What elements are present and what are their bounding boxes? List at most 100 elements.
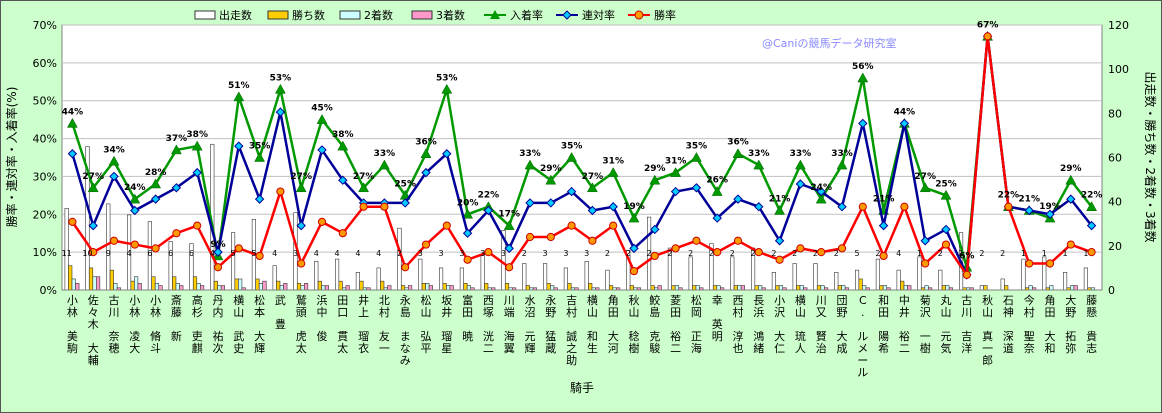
place-rate-label: 17%: [498, 210, 520, 220]
category-char: 今: [1024, 293, 1035, 307]
place-rate-label: 51%: [228, 81, 250, 91]
bar-second: [300, 285, 305, 291]
y-right-tick-label: 60: [1108, 152, 1122, 165]
bar-starts: [439, 267, 444, 291]
bar-wins: [68, 265, 73, 291]
category-char: 和: [587, 330, 598, 343]
category-char: 賢: [816, 330, 827, 343]
category-char: 川: [816, 294, 827, 307]
quinella-rate-point: [275, 107, 286, 117]
category-char: 貫: [337, 330, 348, 343]
category-char: 鮫: [649, 293, 660, 307]
category-char: 史: [233, 342, 244, 355]
category-label: 横山 和生: [587, 293, 598, 355]
category-label: 和田 陽希: [878, 294, 889, 355]
quinella-rate-point: [213, 247, 223, 257]
legend-swatch-starts: [194, 10, 216, 20]
quinella-rate-point: [587, 205, 598, 216]
place-rate-point: [87, 182, 99, 193]
bar-starts: [355, 272, 360, 291]
bar-second: [882, 285, 888, 291]
bar-second: [862, 285, 867, 291]
category-label: 団野 大成: [837, 294, 848, 355]
place-rate-point: [940, 189, 952, 200]
bar-wins: [546, 283, 551, 291]
win-count-label: 2: [751, 249, 756, 258]
y-left-tick-label: 60%: [33, 57, 57, 70]
win-count-label: 10: [82, 249, 92, 258]
place-rate-label: 25%: [394, 179, 416, 189]
quinella-rate-point: [899, 118, 910, 129]
win-rate-point: [775, 255, 784, 264]
category-char: 松: [691, 293, 702, 307]
place-rate-label: 26%: [706, 176, 728, 186]
win-count-label: 1: [1063, 249, 1068, 258]
bar-second: [425, 283, 430, 291]
category-char: 北: [379, 294, 390, 307]
win-rate-point: [858, 202, 867, 211]
category-char: 塚: [483, 306, 494, 319]
category-label: 永野 猛蔵: [545, 293, 556, 355]
quinella-rate-point: [109, 171, 119, 182]
win-count-label: 6: [189, 249, 194, 258]
win-count-label: 3: [439, 249, 444, 258]
bar-second: [1028, 285, 1033, 291]
place-rate-label: 36%: [415, 138, 437, 148]
category-label: 鮫島 克駿: [649, 293, 660, 355]
win-rate-point: [983, 32, 992, 41]
y-right-tick-label: 120: [1108, 19, 1129, 32]
category-char: 山: [233, 306, 244, 319]
quinella-rate-point: [733, 194, 743, 204]
bar-second: [175, 283, 180, 291]
bar-second: [674, 285, 680, 291]
category-char: 川: [504, 294, 515, 307]
place-rate-point: [462, 208, 474, 219]
quinella-rate-point: [754, 202, 764, 212]
category-char: 大: [1045, 329, 1056, 343]
category-char: 坂: [441, 294, 452, 307]
bar-second: [737, 285, 742, 291]
category-char: 俊: [317, 329, 328, 343]
category-char: 角: [608, 294, 619, 307]
bar-second: [841, 285, 846, 291]
place-rate-point: [503, 220, 515, 230]
place-rate-label: 27%: [82, 172, 104, 182]
legend-label-wins: 勝ち数: [292, 8, 325, 22]
win-count-label: 2: [626, 249, 631, 258]
category-char: 水: [525, 294, 536, 307]
category-label: 丸山 元気: [941, 294, 952, 355]
place-rate-label: 56%: [852, 62, 874, 72]
category-char: 希: [878, 341, 889, 355]
category-char: 二: [899, 342, 910, 355]
category-label: 菊沢 一樹: [920, 294, 931, 355]
quinella-rate-point: [338, 175, 348, 185]
category-char: メ: [857, 342, 868, 355]
win-count-label: 1: [959, 249, 964, 258]
quinella-rate-point: [670, 186, 681, 197]
place-rate-point: [274, 83, 286, 94]
category-char: 緒: [753, 341, 764, 355]
category-char: 小: [774, 294, 785, 307]
bar-starts: [896, 269, 901, 291]
bar-second: [217, 285, 222, 291]
win-count-label: 2: [813, 249, 818, 258]
win-count-label: 4: [355, 249, 360, 258]
bar-third: [324, 285, 329, 291]
category-char: 成: [837, 342, 848, 355]
category-char: 也: [733, 342, 744, 355]
category-char: 小: [67, 294, 78, 307]
category-label: 大野 拓弥: [1065, 293, 1076, 355]
win-count-label: 2: [688, 249, 693, 258]
category-label: 水沼 元輝: [525, 294, 536, 355]
category-char: 永: [545, 293, 556, 307]
category-char: 古: [109, 294, 120, 307]
category-char: 蔵: [545, 342, 556, 355]
bar-wins: [359, 280, 364, 291]
place-rate-label: 19%: [1039, 202, 1061, 212]
bar-wins: [941, 285, 946, 291]
category-char: 弥: [1065, 341, 1076, 355]
quinella-rate-point: [442, 149, 452, 159]
category-label: 坂井 瑠星: [441, 294, 452, 355]
category-char: 琉: [795, 329, 806, 343]
category-char: 深: [1003, 330, 1014, 343]
